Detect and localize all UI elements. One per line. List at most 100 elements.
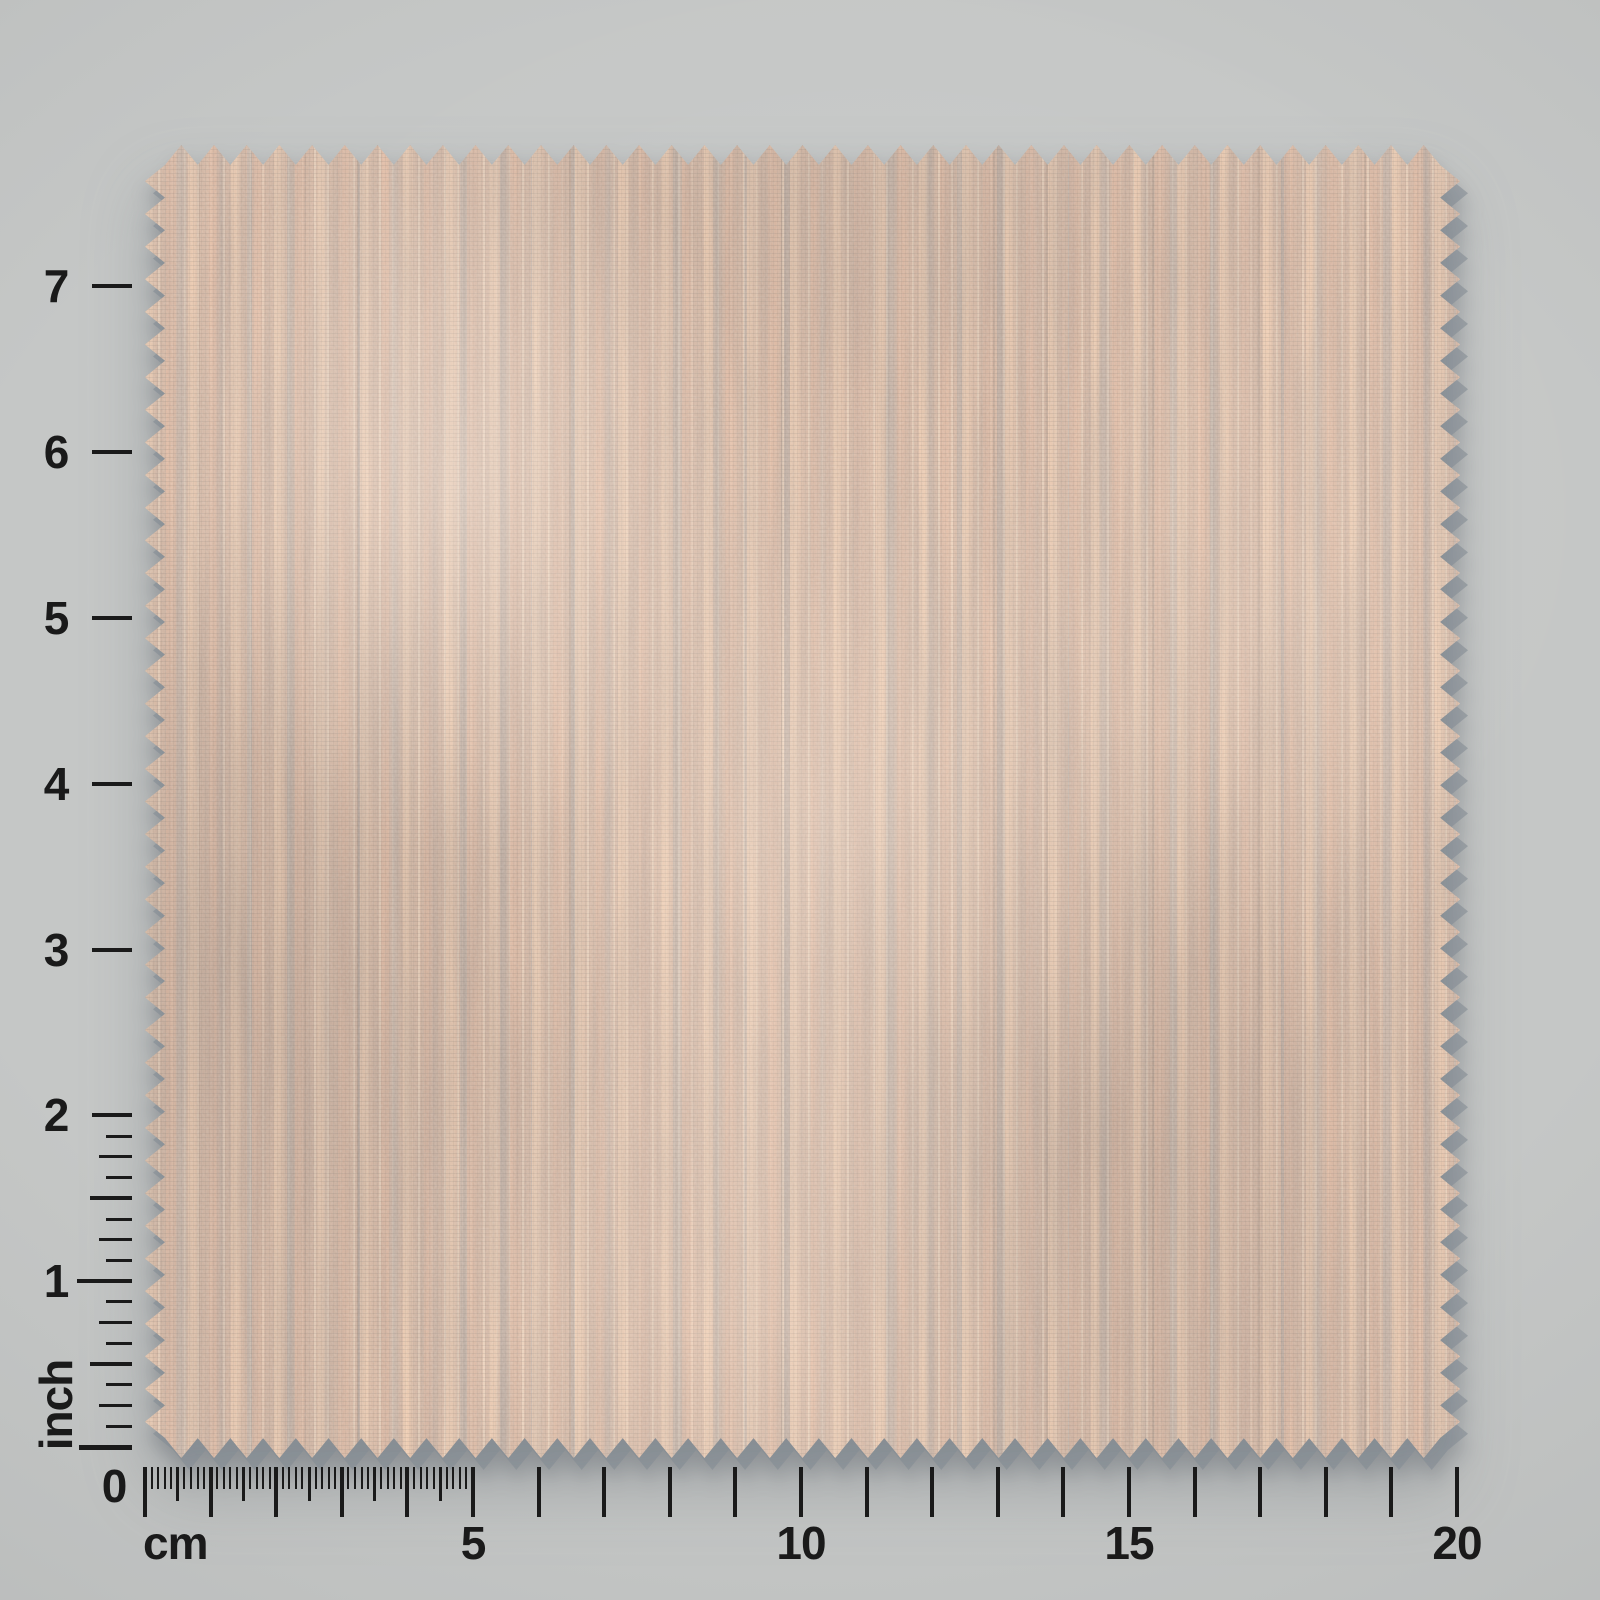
cm-mm-tick xyxy=(222,1467,225,1489)
cm-mm-tick xyxy=(216,1467,219,1489)
inch-subtick xyxy=(106,1424,132,1428)
inch-tick-2 xyxy=(92,1113,132,1118)
cm-label-5: 5 xyxy=(460,1517,487,1569)
cm-mm-tick xyxy=(458,1467,461,1489)
cm-unit-label: cm xyxy=(143,1517,208,1569)
inch-subtick xyxy=(106,1300,132,1304)
cm-tick-8 xyxy=(667,1467,672,1517)
cm-mm-tick xyxy=(419,1467,422,1489)
cm-mm-tick xyxy=(288,1467,291,1489)
cm-mm-tick xyxy=(360,1467,363,1489)
cm-mm-tick xyxy=(249,1467,251,1489)
cm-mm-tick xyxy=(301,1467,304,1489)
inch-subtick xyxy=(106,1383,132,1387)
cm-mm-tick xyxy=(445,1467,448,1489)
cm-tick-11 xyxy=(864,1467,869,1517)
cm-mm-tick xyxy=(281,1467,284,1489)
inch-unit-label: inch xyxy=(30,1359,82,1451)
cm-mm-tick xyxy=(150,1467,153,1489)
inch-subtick xyxy=(90,1196,132,1201)
cm-mm-tick xyxy=(274,1467,279,1517)
inch-subtick xyxy=(106,1134,132,1138)
cm-label-15: 15 xyxy=(1104,1517,1154,1569)
cm-mm-tick xyxy=(268,1467,271,1489)
cm-mm-tick xyxy=(203,1467,205,1489)
cm-mm-tick xyxy=(380,1467,383,1489)
cm-mm-tick xyxy=(170,1467,173,1489)
cm-mm-tick xyxy=(413,1467,415,1489)
cm-mm-tick xyxy=(393,1467,396,1489)
cm-mm-tick xyxy=(294,1467,297,1489)
cm-mm-tick xyxy=(438,1467,442,1501)
cm-mm-tick xyxy=(471,1467,475,1517)
inch-subtick xyxy=(99,1404,132,1407)
fabric-texture-noise xyxy=(145,145,1460,1458)
origin-zero-label: 0 xyxy=(101,1460,128,1512)
fabric-swatch xyxy=(145,145,1460,1458)
cm-mm-tick xyxy=(255,1467,258,1489)
fabric-swatch-wrap xyxy=(145,145,1468,1470)
inch-tick-7 xyxy=(92,284,132,289)
inch-subtick xyxy=(106,1217,132,1221)
cm-mm-tick xyxy=(321,1467,324,1489)
cm-mm-tick xyxy=(465,1467,468,1489)
cm-mm-tick xyxy=(334,1467,337,1489)
cm-mm-tick xyxy=(196,1467,199,1489)
inch-subtick xyxy=(106,1176,132,1180)
cm-mm-tick xyxy=(262,1467,265,1489)
cm-mm-tick xyxy=(208,1467,213,1517)
cm-mm-tick xyxy=(183,1467,186,1489)
cm-tick-20 xyxy=(1455,1467,1459,1517)
cm-label-10: 10 xyxy=(776,1517,826,1569)
inch-subtick xyxy=(90,1362,132,1367)
cm-label-20: 20 xyxy=(1432,1517,1482,1569)
cm-mm-tick xyxy=(327,1467,330,1489)
inch-subtick xyxy=(79,1444,132,1450)
cm-mm-tick xyxy=(353,1467,356,1489)
cm-tick-16 xyxy=(1192,1467,1197,1517)
cm-tick-7 xyxy=(602,1467,607,1517)
inch-subtick xyxy=(99,1321,132,1325)
inch-tick-3 xyxy=(92,947,132,952)
inch-subtick xyxy=(99,1238,132,1242)
inch-label-3: 3 xyxy=(43,923,70,976)
cm-tick-18 xyxy=(1323,1467,1328,1517)
cm-mm-tick xyxy=(399,1467,402,1489)
cm-tick-13 xyxy=(995,1467,1000,1517)
cm-mm-tick xyxy=(452,1467,455,1489)
cm-mm-tick xyxy=(314,1467,317,1489)
inch-tick-5 xyxy=(92,616,132,620)
cm-mm-tick xyxy=(241,1467,245,1501)
cm-mm-tick xyxy=(339,1467,344,1517)
cm-tick-15 xyxy=(1127,1467,1131,1517)
cm-tick-9 xyxy=(733,1467,738,1517)
cm-mm-tick xyxy=(163,1467,166,1489)
cm-tick-17 xyxy=(1258,1467,1263,1517)
inch-tick-6 xyxy=(92,450,132,455)
cm-tick-14 xyxy=(1061,1467,1066,1517)
cm-mm-tick xyxy=(229,1467,232,1489)
cm-mm-tick xyxy=(367,1467,369,1489)
cm-tick-12 xyxy=(930,1467,935,1517)
inch-label-4: 4 xyxy=(43,757,70,810)
fabric-sheen xyxy=(145,145,1460,1458)
cm-mm-tick xyxy=(157,1467,160,1489)
inch-label-1: 1 xyxy=(43,1255,70,1308)
inch-label-5: 5 xyxy=(43,592,70,644)
cm-tick-10 xyxy=(799,1467,803,1517)
inch-subtick xyxy=(106,1259,132,1262)
inch-label-2: 2 xyxy=(43,1089,70,1142)
cm-mm-tick xyxy=(143,1467,147,1517)
cm-tick-6 xyxy=(536,1467,541,1517)
cm-mm-tick xyxy=(405,1467,410,1517)
inch-tick-4 xyxy=(92,781,132,786)
cm-mm-tick xyxy=(386,1467,389,1489)
inch-label-7: 7 xyxy=(43,260,70,313)
inch-subtick xyxy=(99,1155,132,1159)
cm-mm-tick xyxy=(235,1467,238,1489)
cm-mm-tick xyxy=(307,1467,311,1501)
cm-mm-tick xyxy=(176,1467,180,1501)
cm-mm-tick xyxy=(373,1467,377,1501)
cm-mm-tick xyxy=(426,1467,429,1489)
